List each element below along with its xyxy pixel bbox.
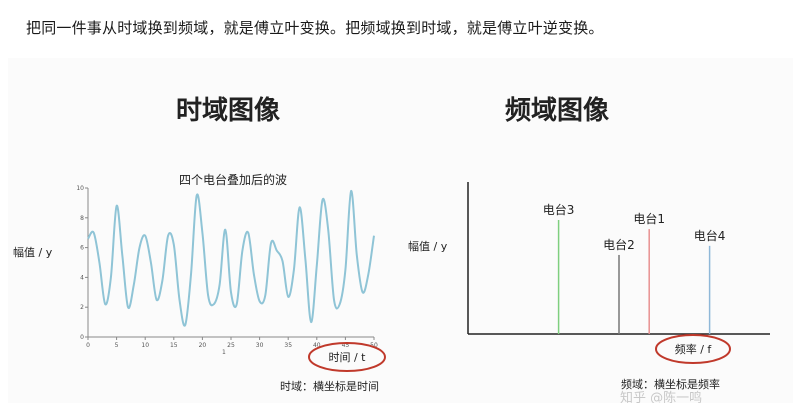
left-ticks: 0 5 10 15 20 25 30 35 40 45 50 0 2 4 6 8 10 [76,185,378,349]
station-bars: 电台3 电台2 电台1 电台4 [543,202,726,334]
left-x-tick: 40 [313,342,321,349]
left-x-tick: 15 [170,342,178,349]
frequency-label-highlight-circle [655,334,731,364]
left-ylabel: 幅值 / y [13,246,53,259]
right-note: 频域：横坐标是频率 [621,377,720,391]
station-label: 电台1 [633,211,665,226]
station-label: 电台3 [543,202,575,217]
left-y-tick: 2 [80,304,84,311]
figure-canvas: 时域图像 四个电台叠加后的波 幅值 / y 0 5 10 15 20 25 30 35 40 45… [13,96,770,403]
time-label-highlight-circle [308,342,386,372]
left-x-tick: 5 [115,342,119,349]
left-y-tick: 4 [80,274,84,281]
station-label: 电台4 [694,228,726,243]
left-x-tick: 30 [256,342,264,349]
left-x-tick: 45 [342,342,350,349]
left-x-tick: 0 [86,342,90,349]
frequency-domain-chart: 电台3 电台2 电台1 电台4 [467,182,770,335]
intro-paragraph: 把同一件事从时域换到频域，就是傅立叶变换。把频域换到时域，就是傅立叶逆变换。 [26,19,604,37]
right-panel-title: 频域图像 [505,96,610,126]
left-xlabel: 时间 / t [328,351,366,364]
left-y-tick: 10 [76,185,84,192]
right-xlabel: 频率 / f [675,342,713,356]
left-y-tick: 8 [80,215,84,222]
time-domain-chart: 0 5 10 15 20 25 30 35 40 45 50 0 2 4 6 8 10 1 [76,185,378,356]
left-x-tick: 20 [199,342,207,349]
wave-line [87,189,375,327]
left-x-tick: 35 [284,342,292,349]
station-label: 电台2 [603,237,635,252]
left-x-tick: 25 [227,342,235,349]
fourier-figure: 时域图像 四个电台叠加后的波 幅值 / y 0 5 10 15 20 25 30 35 40 45… [8,58,793,403]
small-mark: 1 [222,349,226,356]
left-panel-title: 时域图像 [176,96,281,126]
left-y-tick: 0 [80,334,84,341]
left-note: 时域：横坐标是时间 [280,379,379,393]
left-x-tick: 10 [141,342,149,349]
right-ylabel: 幅值 / y [408,240,448,253]
watermark: 知乎 @陈一鸣 [620,390,702,403]
left-x-tick: 50 [370,342,378,349]
left-y-tick: 6 [80,245,84,252]
left-chart-subtitle: 四个电台叠加后的波 [179,172,287,187]
